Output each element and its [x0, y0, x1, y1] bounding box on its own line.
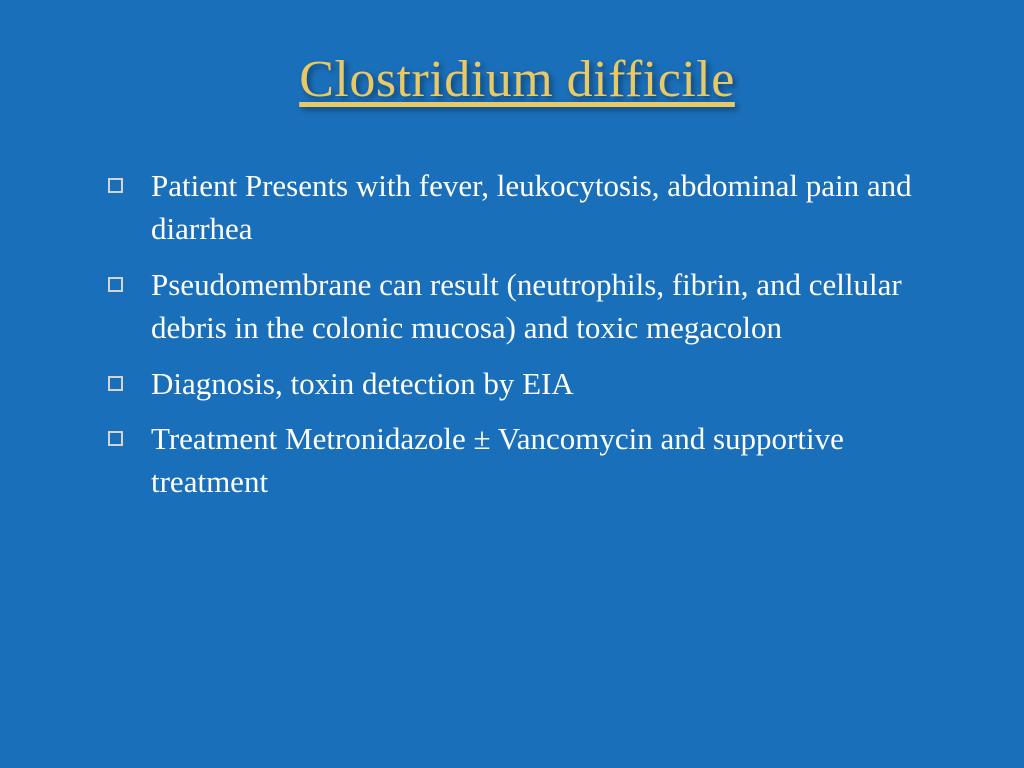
square-bullet-icon: [108, 277, 123, 292]
bullet-text: Diagnosis, toxin detection by EIA: [151, 362, 934, 405]
bullet-text: Pseudomembrane can result (neutrophils, …: [151, 263, 934, 350]
slide-container: Clostridium difficile Patient Presents w…: [0, 0, 1024, 768]
list-item: Treatment Metronidazole ± Vancomycin and…: [100, 417, 934, 504]
bullet-list: Patient Presents with fever, leukocytosi…: [100, 164, 934, 504]
bullet-text: Treatment Metronidazole ± Vancomycin and…: [151, 417, 934, 504]
square-bullet-icon: [108, 431, 123, 446]
list-item: Patient Presents with fever, leukocytosi…: [100, 164, 934, 251]
list-item: Pseudomembrane can result (neutrophils, …: [100, 263, 934, 350]
square-bullet-icon: [108, 178, 123, 193]
bullet-text: Patient Presents with fever, leukocytosi…: [151, 164, 934, 251]
list-item: Diagnosis, toxin detection by EIA: [100, 362, 934, 405]
slide-title: Clostridium difficile: [100, 50, 934, 109]
square-bullet-icon: [108, 376, 123, 391]
